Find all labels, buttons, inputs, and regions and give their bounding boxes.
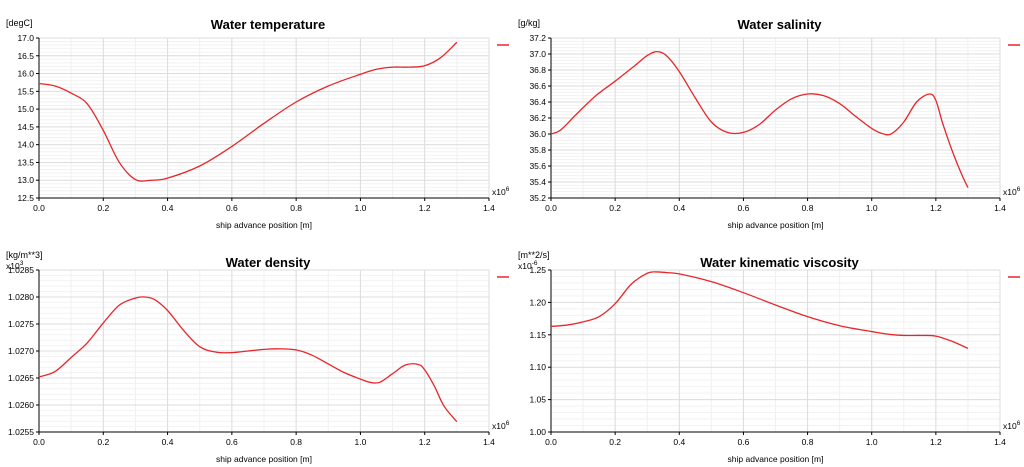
y-tick-label: 36.2 [529,113,546,123]
y-tick-label: 1.0280 [8,292,34,302]
y-tick-label: 1.10 [529,362,546,372]
chart-title: Water kinematic viscosity [700,255,859,270]
chart-title: Water density [226,255,312,270]
y-tick-label: 35.4 [529,177,546,187]
y-tick-label: 1.25 [529,265,546,275]
y-axis-multiplier: x103 [6,260,24,271]
y-tick-label: 13.5 [17,157,34,167]
chart-title: Water salinity [737,17,822,32]
x-tick-label: 1.0 [355,437,367,447]
x-axis-multiplier: x106 [1003,186,1021,197]
x-tick-label: 1.4 [483,437,495,447]
x-tick-label: 0.6 [738,203,750,213]
y-unit-label: [kg/m**3] [6,250,43,260]
x-tick-label: 0.0 [545,437,557,447]
chart-panel-3: 0.0 0.2 0.4 0.6 0.8 1.0 1.2 1.4 1.0255 1.0260 1.02… [6,250,510,464]
y-tick-label: 37.2 [529,33,546,43]
x-tick-label: 0.0 [33,203,45,213]
y-tick-label: 36.4 [529,97,546,107]
x-tick-label: 0.6 [738,437,750,447]
y-unit-label: [degC] [6,18,33,28]
y-tick-label: 16.5 [17,51,34,61]
x-tick-label: 0.2 [97,203,109,213]
x-tick-label: 0.2 [97,437,109,447]
x-tick-label: 0.4 [673,203,685,213]
chart-panel-4: 0.0 0.2 0.4 0.6 0.8 1.0 1.2 1.4 1.00 1.05 1.10 1.15… [518,250,1021,464]
x-tick-label: 0.8 [290,203,302,213]
y-tick-label: 1.05 [529,395,546,405]
y-tick-label: 1.00 [529,427,546,437]
series-line-1 [550,271,969,350]
x-tick-label: 1.0 [866,203,878,213]
y-tick-label: 14.0 [17,140,34,150]
x-axis-multiplier: x106 [492,420,510,431]
y-tick-label: 35.6 [529,161,546,171]
x-tick-label: 1.0 [355,203,367,213]
x-tick-label: 1.0 [866,437,878,447]
y-tick-label: 15.0 [17,104,34,114]
series-line-1 [38,41,458,182]
chart-title: Water temperature [211,17,325,32]
y-tick-label: 14.5 [17,122,34,132]
x-tick-label: 0.4 [162,203,174,213]
x-tick-label: 1.2 [419,203,431,213]
y-tick-label: 1.20 [529,297,546,307]
x-tick-label: 1.2 [419,437,431,447]
y-tick-label: 15.5 [17,86,34,96]
x-axis-label: ship advance position [m] [216,454,312,464]
x-tick-label: 0.0 [545,203,557,213]
y-tick-label: 1.15 [529,330,546,340]
x-tick-label: 0.0 [33,437,45,447]
x-tick-label: 0.8 [802,203,814,213]
x-tick-label: 1.4 [994,437,1006,447]
y-tick-label: 36.6 [529,81,546,91]
y-tick-label: 1.0275 [8,319,34,329]
y-tick-label: 17.0 [17,33,34,43]
y-tick-label: 16.0 [17,69,34,79]
y-tick-label: 36.8 [529,65,546,75]
series-line-1 [38,296,458,423]
chart-panel-2: 0.0 0.2 0.4 0.6 0.8 1.0 1.2 1.4 35.2 35.4 35.6 35.8… [518,17,1021,230]
y-unit-label: [m**2/s] [518,250,550,260]
x-tick-label: 0.2 [609,203,621,213]
x-axis-label: ship advance position [m] [216,220,312,230]
x-tick-label: 1.4 [994,203,1006,213]
x-tick-label: 0.8 [290,437,302,447]
y-tick-label: 35.8 [529,145,546,155]
y-tick-label: 13.0 [17,175,34,185]
y-tick-label: 12.5 [17,193,34,203]
x-tick-label: 0.6 [226,203,238,213]
y-tick-label: 36.0 [529,129,546,139]
x-axis-multiplier: x106 [1003,420,1021,431]
chart-panel-1: 0.0 0.2 0.4 0.6 0.8 1.0 1.2 1.4 12.5 13.0 13.5 14.0… [6,17,510,230]
y-axis-multiplier: x10-6 [518,260,538,271]
x-tick-label: 1.4 [483,203,495,213]
x-axis-label: ship advance position [m] [728,454,824,464]
x-axis-label: ship advance position [m] [728,220,824,230]
x-tick-label: 0.2 [609,437,621,447]
y-unit-label: [g/kg] [518,18,540,28]
y-tick-label: 1.0260 [8,400,34,410]
x-tick-label: 0.6 [226,437,238,447]
x-tick-label: 0.4 [162,437,174,447]
y-tick-label: 1.0255 [8,427,34,437]
x-tick-label: 0.4 [673,437,685,447]
y-tick-label: 35.2 [529,193,546,203]
x-axis-multiplier: x106 [492,186,510,197]
y-tick-label: 37.0 [529,49,546,59]
x-tick-label: 1.2 [930,437,942,447]
y-tick-label: 1.0265 [8,373,34,383]
y-tick-label: 1.0285 [8,265,34,275]
series-line-1 [550,50,969,188]
y-tick-label: 1.0270 [8,346,34,356]
x-tick-label: 0.8 [802,437,814,447]
x-tick-label: 1.2 [930,203,942,213]
